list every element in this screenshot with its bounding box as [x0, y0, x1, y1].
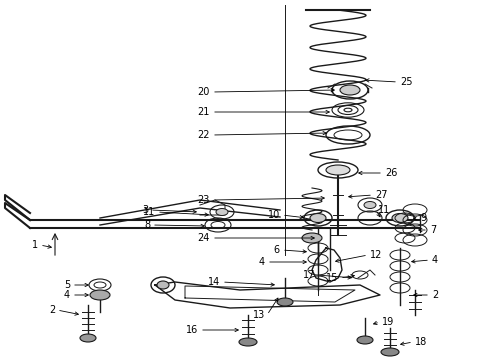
Text: 2: 2: [49, 305, 55, 315]
Ellipse shape: [310, 213, 326, 222]
Text: 11: 11: [378, 205, 390, 215]
Text: 4: 4: [259, 257, 265, 267]
Ellipse shape: [90, 290, 110, 300]
Text: 8: 8: [144, 220, 150, 230]
Text: 9: 9: [420, 213, 426, 223]
Text: 23: 23: [197, 195, 210, 205]
Text: 14: 14: [208, 277, 220, 287]
Text: 4: 4: [432, 255, 438, 265]
Text: 1: 1: [32, 240, 38, 250]
Ellipse shape: [239, 338, 257, 346]
Text: 3: 3: [142, 205, 148, 215]
Ellipse shape: [357, 336, 373, 344]
Ellipse shape: [216, 208, 228, 216]
Text: 4: 4: [64, 290, 70, 300]
Ellipse shape: [277, 298, 293, 306]
Ellipse shape: [340, 85, 360, 95]
Text: 26: 26: [385, 168, 397, 178]
Text: 24: 24: [197, 233, 210, 243]
Ellipse shape: [392, 213, 408, 222]
Text: 27: 27: [375, 190, 388, 200]
Text: 5: 5: [64, 280, 70, 290]
Text: 12: 12: [370, 250, 382, 260]
Text: 2: 2: [432, 290, 438, 300]
Ellipse shape: [381, 348, 399, 356]
Text: 6: 6: [274, 245, 280, 255]
Ellipse shape: [326, 165, 350, 175]
Text: 11: 11: [143, 207, 155, 217]
Text: 20: 20: [197, 87, 210, 97]
Text: 25: 25: [400, 77, 413, 87]
Text: 7: 7: [430, 225, 436, 235]
Ellipse shape: [302, 233, 322, 243]
Text: 15: 15: [326, 273, 338, 283]
Ellipse shape: [364, 202, 376, 208]
Text: 13: 13: [253, 310, 265, 320]
Ellipse shape: [80, 334, 96, 342]
Text: 22: 22: [197, 130, 210, 140]
Text: 18: 18: [415, 337, 427, 347]
Text: 21: 21: [197, 107, 210, 117]
Ellipse shape: [157, 281, 169, 289]
Text: 19: 19: [382, 317, 394, 327]
Text: 16: 16: [186, 325, 198, 335]
Text: 10: 10: [268, 210, 280, 220]
Text: 17: 17: [303, 270, 315, 280]
